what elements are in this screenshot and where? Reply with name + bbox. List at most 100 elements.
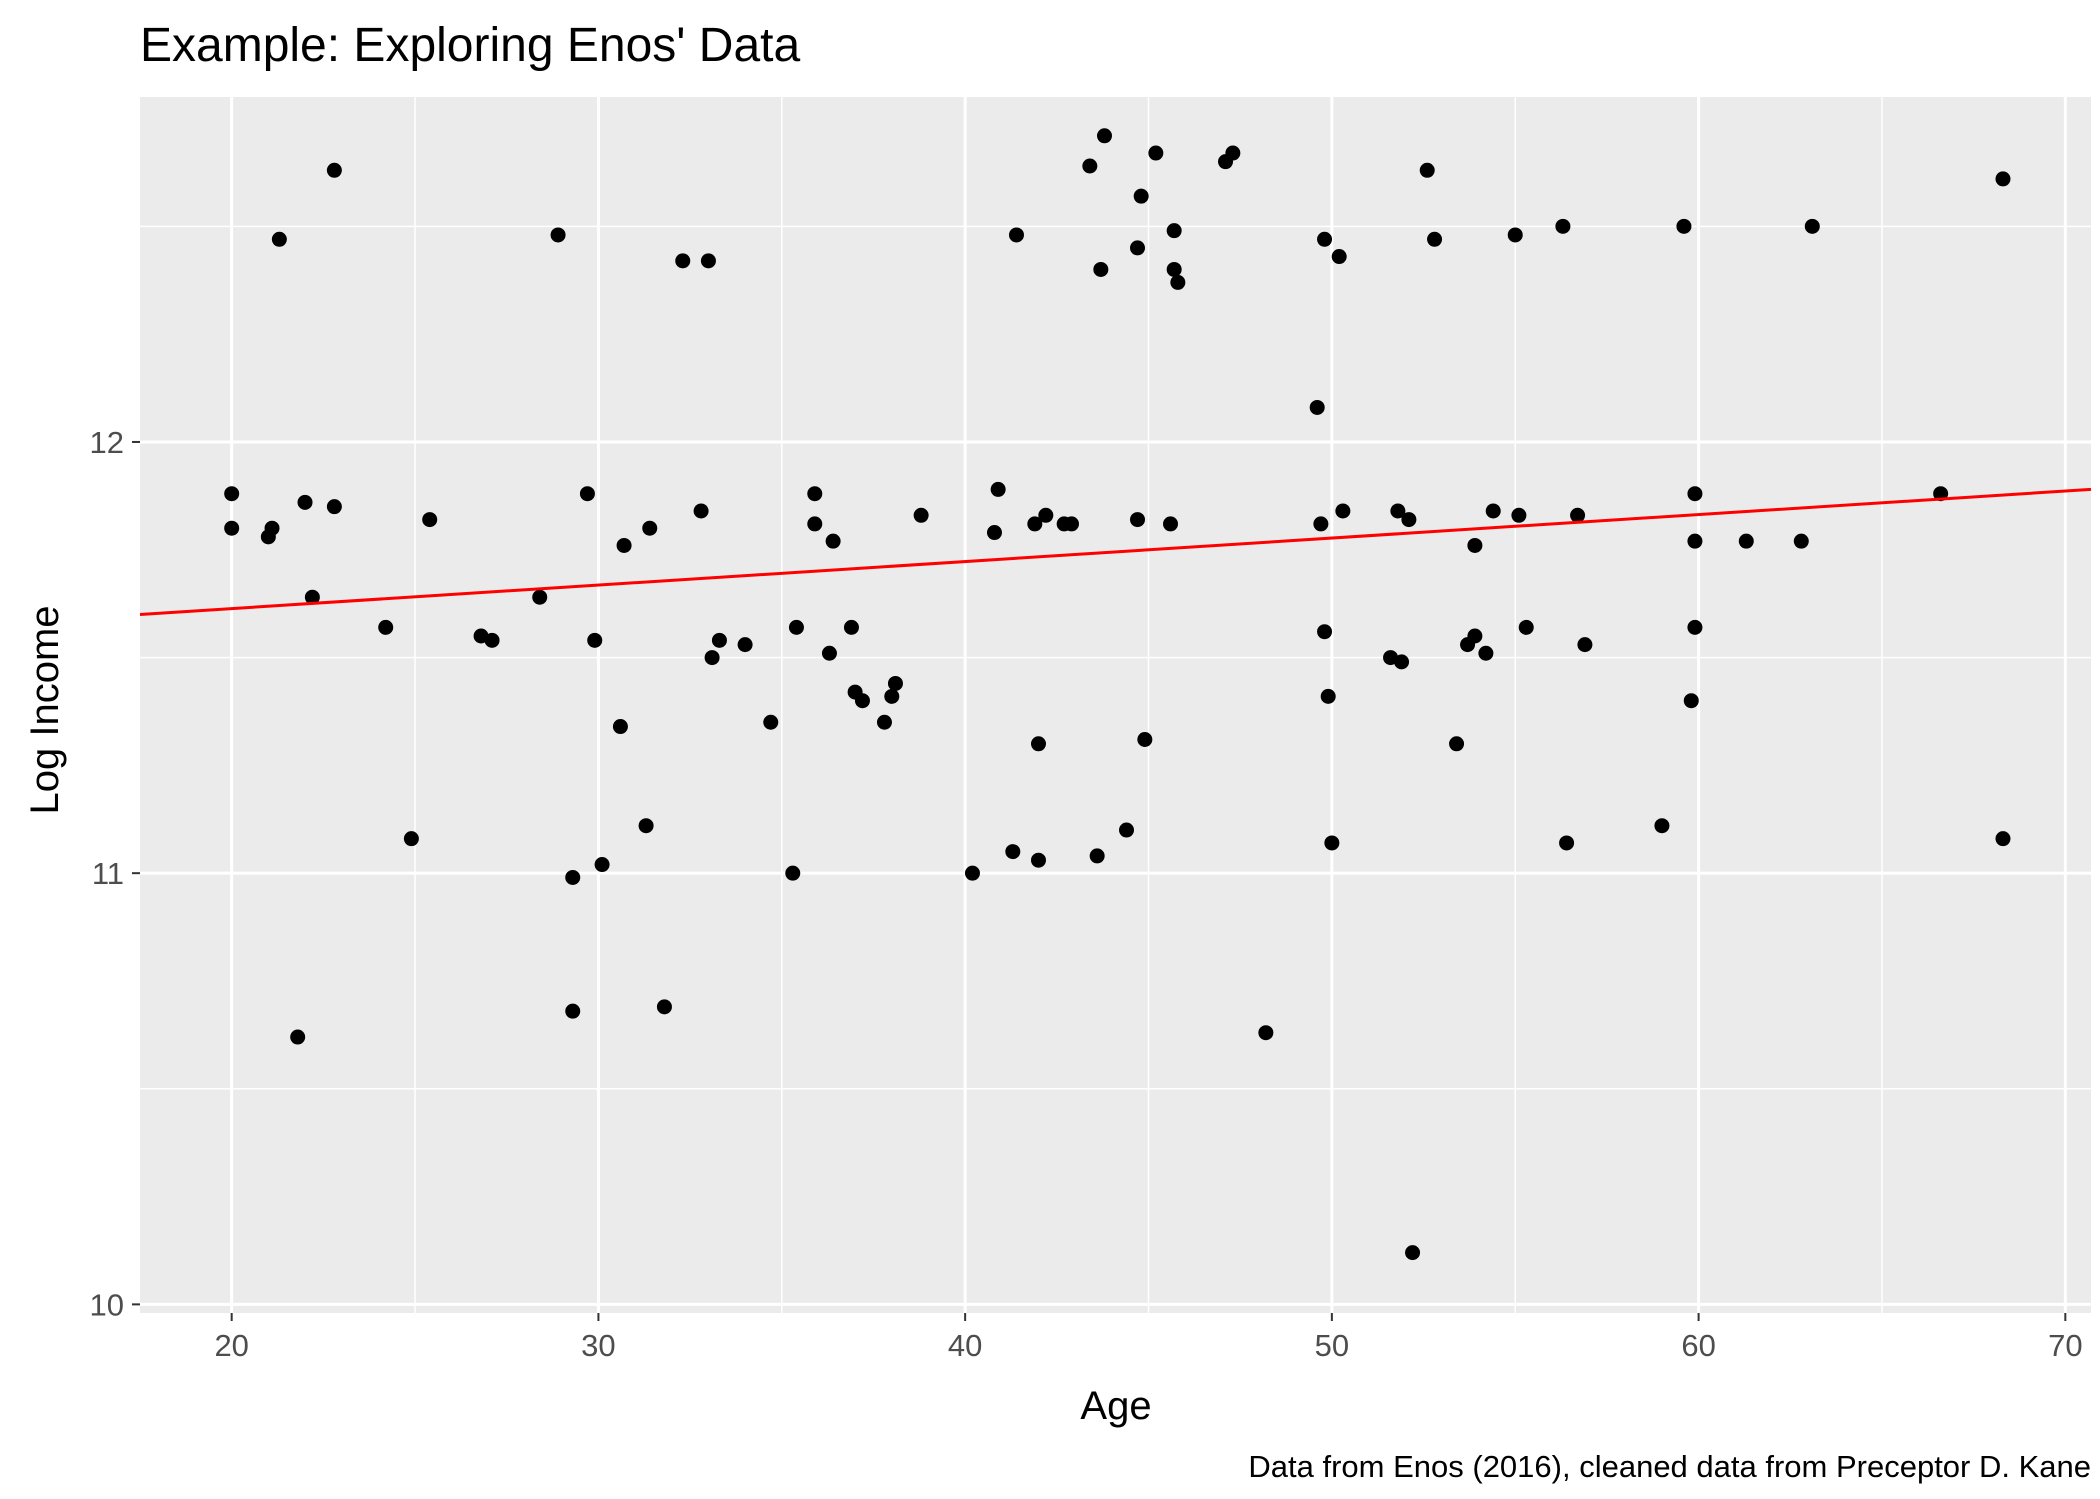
data-point (1394, 654, 1410, 670)
data-point (1555, 218, 1571, 234)
x-tick-label: 20 (214, 1328, 248, 1363)
data-point (1258, 1025, 1274, 1041)
major-gridlines (140, 97, 2091, 1313)
data-point (1148, 145, 1164, 161)
data-point (326, 162, 342, 178)
data-point (1170, 274, 1186, 290)
data-point (1559, 835, 1575, 851)
data-point (565, 1003, 581, 1019)
data-point (1687, 486, 1703, 502)
data-point (1317, 231, 1333, 247)
data-point (1793, 533, 1809, 549)
data-point (326, 499, 342, 515)
data-point (1089, 848, 1105, 864)
data-point (704, 650, 720, 666)
data-point (1163, 516, 1179, 532)
data-point (1738, 533, 1754, 549)
data-point (1804, 218, 1820, 234)
data-point (788, 619, 804, 635)
data-point (1317, 624, 1333, 640)
data-point (1507, 227, 1523, 243)
data-point (1324, 835, 1340, 851)
y-tick-label: 11 (92, 856, 124, 891)
data-point (1133, 188, 1149, 204)
y-tick-label: 10 (90, 1287, 124, 1322)
y-tick-label: 12 (90, 425, 124, 460)
data-point (1096, 128, 1112, 144)
data-point (887, 675, 903, 691)
data-point (1063, 516, 1079, 532)
data-point (422, 512, 438, 528)
data-point (1331, 249, 1347, 265)
x-tick-label: 70 (2048, 1328, 2082, 1363)
data-point (1335, 503, 1351, 519)
data-point (224, 486, 240, 502)
plot-panel (140, 97, 2091, 1313)
data-point (403, 831, 419, 847)
data-point (1038, 507, 1054, 523)
y-axis-title: Log Income (23, 605, 67, 814)
data-point (587, 632, 603, 648)
data-point (964, 865, 980, 881)
data-point (1309, 399, 1325, 415)
data-point (1030, 852, 1046, 868)
data-point (1449, 736, 1465, 752)
data-points (224, 128, 2011, 1261)
data-point (378, 619, 394, 635)
data-point (594, 857, 610, 873)
axis-ticks (132, 440, 2067, 1321)
data-point (1166, 261, 1182, 277)
data-point (638, 818, 654, 834)
data-point (532, 589, 548, 605)
data-point (876, 714, 892, 730)
data-point (693, 503, 709, 519)
data-point (484, 632, 500, 648)
data-point (1485, 503, 1501, 519)
data-point (1225, 145, 1241, 161)
data-point (264, 520, 280, 536)
data-point (913, 507, 929, 523)
data-point (1687, 619, 1703, 635)
data-point (763, 714, 779, 730)
data-point (1130, 512, 1146, 528)
data-point (271, 231, 287, 247)
x-tick-label: 60 (1681, 1328, 1715, 1363)
data-point (565, 869, 581, 885)
data-point (656, 999, 672, 1015)
data-point (737, 637, 753, 653)
x-tick-label: 40 (948, 1328, 982, 1363)
data-point (1008, 227, 1024, 243)
x-axis-tick-labels: 20 30 40 50 60 70 (214, 1328, 2082, 1363)
data-point (642, 520, 658, 536)
data-point (1427, 231, 1443, 247)
data-point (224, 520, 240, 536)
data-point (1405, 1245, 1421, 1261)
data-point (1995, 831, 2011, 847)
data-point (1419, 162, 1435, 178)
data-point (579, 486, 595, 502)
data-point (1518, 619, 1534, 635)
data-point (821, 645, 837, 661)
data-point (990, 481, 1006, 497)
data-point (1130, 240, 1146, 256)
data-point (1577, 637, 1593, 653)
data-point (1030, 736, 1046, 752)
data-point (1313, 516, 1329, 532)
data-point (1137, 731, 1153, 747)
data-point (1654, 818, 1670, 834)
data-point (854, 693, 870, 709)
data-point (1005, 844, 1021, 860)
data-point (1119, 822, 1135, 838)
y-axis-tick-labels: 10 11 12 (90, 425, 124, 1322)
data-point (843, 619, 859, 635)
data-point (616, 537, 632, 553)
data-point (304, 589, 320, 605)
data-point (884, 688, 900, 704)
data-point (1995, 171, 2011, 187)
data-point (785, 865, 801, 881)
x-axis-title: Age (1080, 1384, 1151, 1428)
data-point (1687, 533, 1703, 549)
data-point (550, 227, 566, 243)
data-point (290, 1029, 306, 1045)
